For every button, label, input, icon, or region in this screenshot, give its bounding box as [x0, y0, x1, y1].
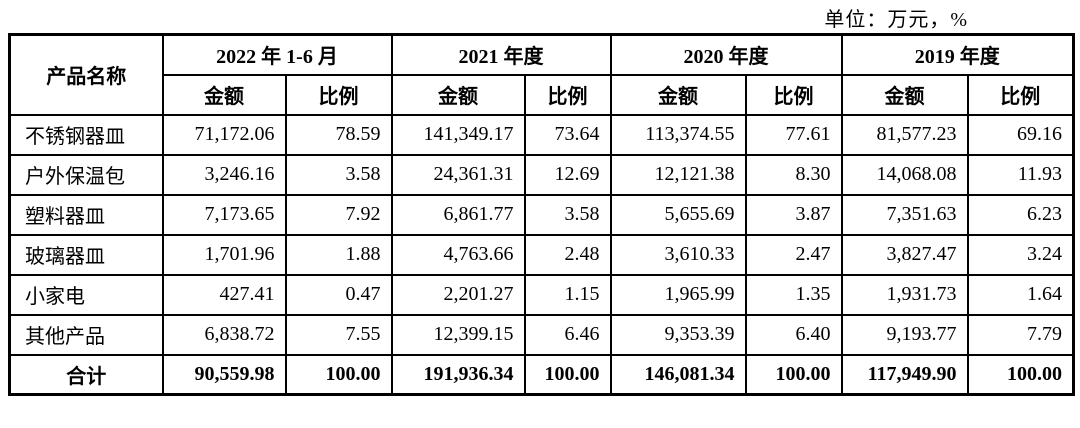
ratio-cell: 6.23 — [966, 193, 1075, 236]
ratio-cell: 11.93 — [966, 153, 1075, 196]
amount-cell: 1,931.73 — [840, 273, 969, 316]
amount-cell: 24,361.31 — [390, 153, 526, 196]
amount-cell: 1,701.96 — [161, 233, 287, 276]
period-header-2021: 2021 年度 — [390, 33, 612, 76]
amount-header: 金额 — [390, 73, 526, 116]
ratio-cell: 1.88 — [284, 233, 393, 276]
ratio-cell: 1.15 — [523, 273, 612, 316]
amount-cell: 146,081.34 — [609, 353, 747, 396]
amount-cell: 12,399.15 — [390, 313, 526, 356]
table-row: 玻璃器皿 1,701.96 1.88 4,763.66 2.48 3,610.3… — [8, 233, 1075, 276]
table-row: 不锈钢器皿 71,172.06 78.59 141,349.17 73.64 1… — [8, 113, 1075, 156]
amount-cell: 427.41 — [161, 273, 287, 316]
product-revenue-table: 产品名称 2022 年 1-6 月 2021 年度 2020 年度 2019 年… — [8, 33, 1076, 396]
amount-cell: 1,965.99 — [609, 273, 747, 316]
amount-cell: 3,610.33 — [609, 233, 747, 276]
product-name-header: 产品名称 — [8, 33, 164, 116]
product-name-cell: 户外保温包 — [8, 153, 164, 196]
amount-cell: 81,577.23 — [840, 113, 969, 156]
ratio-header: 比例 — [284, 73, 393, 116]
ratio-cell: 1.35 — [744, 273, 843, 316]
ratio-cell: 3.24 — [966, 233, 1075, 276]
ratio-cell: 73.64 — [523, 113, 612, 156]
amount-cell: 191,936.34 — [390, 353, 526, 396]
ratio-cell: 8.30 — [744, 153, 843, 196]
ratio-cell: 7.79 — [966, 313, 1075, 356]
ratio-cell: 2.48 — [523, 233, 612, 276]
period-header-2022: 2022 年 1-6 月 — [161, 33, 393, 76]
amount-cell: 141,349.17 — [390, 113, 526, 156]
product-name-cell: 玻璃器皿 — [8, 233, 164, 276]
ratio-cell: 77.61 — [744, 113, 843, 156]
table-row: 塑料器皿 7,173.65 7.92 6,861.77 3.58 5,655.6… — [8, 193, 1075, 236]
ratio-header: 比例 — [523, 73, 612, 116]
ratio-cell: 3.58 — [284, 153, 393, 196]
amount-cell: 3,246.16 — [161, 153, 287, 196]
ratio-cell: 7.55 — [284, 313, 393, 356]
amount-cell: 6,838.72 — [161, 313, 287, 356]
amount-cell: 71,172.06 — [161, 113, 287, 156]
ratio-cell: 100.00 — [744, 353, 843, 396]
ratio-cell: 100.00 — [523, 353, 612, 396]
period-header-row: 产品名称 2022 年 1-6 月 2021 年度 2020 年度 2019 年… — [8, 33, 1075, 116]
amount-cell: 6,861.77 — [390, 193, 526, 236]
ratio-cell: 3.58 — [523, 193, 612, 236]
amount-cell: 9,353.39 — [609, 313, 747, 356]
amount-header: 金额 — [161, 73, 287, 116]
amount-cell: 5,655.69 — [609, 193, 747, 236]
total-row: 合计 90,559.98 100.00 191,936.34 100.00 14… — [8, 353, 1075, 396]
amount-cell: 4,763.66 — [390, 233, 526, 276]
ratio-cell: 0.47 — [284, 273, 393, 316]
amount-cell: 14,068.08 — [840, 153, 969, 196]
ratio-cell: 7.92 — [284, 193, 393, 236]
product-name-cell: 小家电 — [8, 273, 164, 316]
amount-cell: 90,559.98 — [161, 353, 287, 396]
ratio-cell: 100.00 — [284, 353, 393, 396]
ratio-cell: 6.40 — [744, 313, 843, 356]
ratio-cell: 12.69 — [523, 153, 612, 196]
table-row: 小家电 427.41 0.47 2,201.27 1.15 1,965.99 1… — [8, 273, 1075, 316]
amount-cell: 7,173.65 — [161, 193, 287, 236]
amount-cell: 2,201.27 — [390, 273, 526, 316]
ratio-cell: 1.64 — [966, 273, 1075, 316]
subheader-row: 金额 比例 金额 比例 金额 比例 金额 比例 — [10, 73, 1075, 116]
amount-cell: 7,351.63 — [840, 193, 969, 236]
ratio-header: 比例 — [744, 73, 843, 116]
ratio-cell: 6.46 — [523, 313, 612, 356]
amount-cell: 12,121.38 — [609, 153, 747, 196]
table-row: 其他产品 6,838.72 7.55 12,399.15 6.46 9,353.… — [8, 313, 1075, 356]
amount-header: 金额 — [840, 73, 969, 116]
period-header-2020: 2020 年度 — [609, 33, 843, 76]
product-name-cell: 不锈钢器皿 — [8, 113, 164, 156]
amount-header: 金额 — [609, 73, 747, 116]
amount-cell: 113,374.55 — [609, 113, 747, 156]
unit-label: 单位：万元，% — [824, 9, 968, 31]
ratio-cell: 100.00 — [966, 353, 1075, 396]
ratio-cell: 78.59 — [284, 113, 393, 156]
product-name-cell: 其他产品 — [8, 313, 164, 356]
amount-cell: 3,827.47 — [840, 233, 969, 276]
product-name-cell: 塑料器皿 — [8, 193, 164, 236]
table-row: 户外保温包 3,246.16 3.58 24,361.31 12.69 12,1… — [8, 153, 1075, 196]
period-header-2019: 2019 年度 — [840, 33, 1075, 76]
total-label-cell: 合计 — [8, 353, 164, 396]
amount-cell: 9,193.77 — [840, 313, 969, 356]
ratio-cell: 69.16 — [966, 113, 1075, 156]
ratio-cell: 3.87 — [744, 193, 843, 236]
ratio-header: 比例 — [966, 73, 1075, 116]
ratio-cell: 2.47 — [744, 233, 843, 276]
amount-cell: 117,949.90 — [840, 353, 969, 396]
